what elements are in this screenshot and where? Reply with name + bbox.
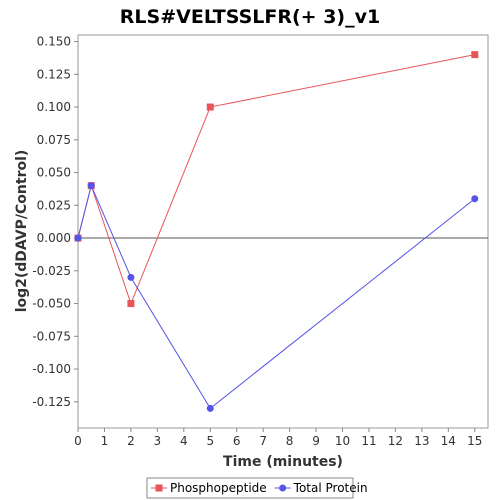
x-tick-label: 5 bbox=[206, 434, 214, 448]
legend-marker-phosphopeptide bbox=[155, 484, 163, 492]
x-tick-label: 0 bbox=[74, 434, 82, 448]
plot-area bbox=[77, 34, 489, 429]
y-axis: 0.150 0.125 0.100 0.075 0.050 0.025 0.000 -0.02… bbox=[32, 35, 78, 409]
x-tick-label: 6 bbox=[233, 434, 241, 448]
x-tick-label: 4 bbox=[180, 434, 188, 448]
y-tick-label: 0.150 bbox=[37, 35, 71, 49]
legend-label-total-protein: Total Protein bbox=[293, 481, 368, 495]
x-tick-label: 12 bbox=[388, 434, 403, 448]
data-point-total-protein bbox=[127, 273, 135, 281]
y-tick-label: -0.075 bbox=[32, 329, 71, 343]
x-tick-label: 1 bbox=[101, 434, 109, 448]
legend-marker-total-protein bbox=[279, 484, 287, 492]
legend-box bbox=[146, 477, 354, 499]
y-tick-label: -0.050 bbox=[32, 297, 71, 311]
data-point-total-protein bbox=[471, 195, 479, 203]
x-tick-label: 11 bbox=[361, 434, 376, 448]
y-tick-label: -0.100 bbox=[32, 362, 71, 376]
y-tick-label: 0.100 bbox=[37, 100, 71, 114]
y-tick-label: -0.125 bbox=[32, 395, 71, 409]
y-tick-label: 0.075 bbox=[37, 133, 71, 147]
data-point-total-protein bbox=[87, 182, 95, 190]
x-tick-label: 3 bbox=[154, 434, 162, 448]
legend: Phosphopeptide Total Protein bbox=[146, 477, 368, 499]
y-tick-label: 0.025 bbox=[37, 198, 71, 212]
data-point-total-protein bbox=[206, 404, 214, 412]
x-tick-label: 7 bbox=[259, 434, 267, 448]
x-tick-label: 9 bbox=[312, 434, 320, 448]
x-tick-label: 2 bbox=[127, 434, 135, 448]
data-point-phosphopeptide bbox=[471, 51, 479, 59]
data-point-total-protein bbox=[74, 234, 82, 242]
y-axis-label: log2(dDAVP/Control) bbox=[14, 150, 30, 313]
x-axis: 0 1 2 3 4 5 6 7 8 9 10 11 12 13 14 15 bbox=[74, 428, 482, 448]
x-tick-label: 13 bbox=[414, 434, 429, 448]
x-tick-label: 15 bbox=[467, 434, 482, 448]
x-tick-label: 14 bbox=[441, 434, 456, 448]
data-point-phosphopeptide bbox=[206, 103, 214, 111]
y-tick-label: 0.125 bbox=[37, 67, 71, 81]
y-tick-label: 0.050 bbox=[37, 166, 71, 180]
chart-title: RLS#VELTSSLFR(+ 3)_v1 bbox=[120, 6, 380, 28]
x-axis-label: Time (minutes) bbox=[223, 454, 343, 470]
y-tick-label: -0.025 bbox=[32, 264, 71, 278]
series-layer bbox=[74, 51, 479, 412]
x-tick-label: 10 bbox=[335, 434, 350, 448]
y-tick-label: 0.000 bbox=[37, 231, 71, 245]
x-tick-label: 8 bbox=[286, 434, 294, 448]
data-point-phosphopeptide bbox=[127, 300, 135, 308]
legend-label-phosphopeptide: Phosphopeptide bbox=[170, 481, 267, 495]
